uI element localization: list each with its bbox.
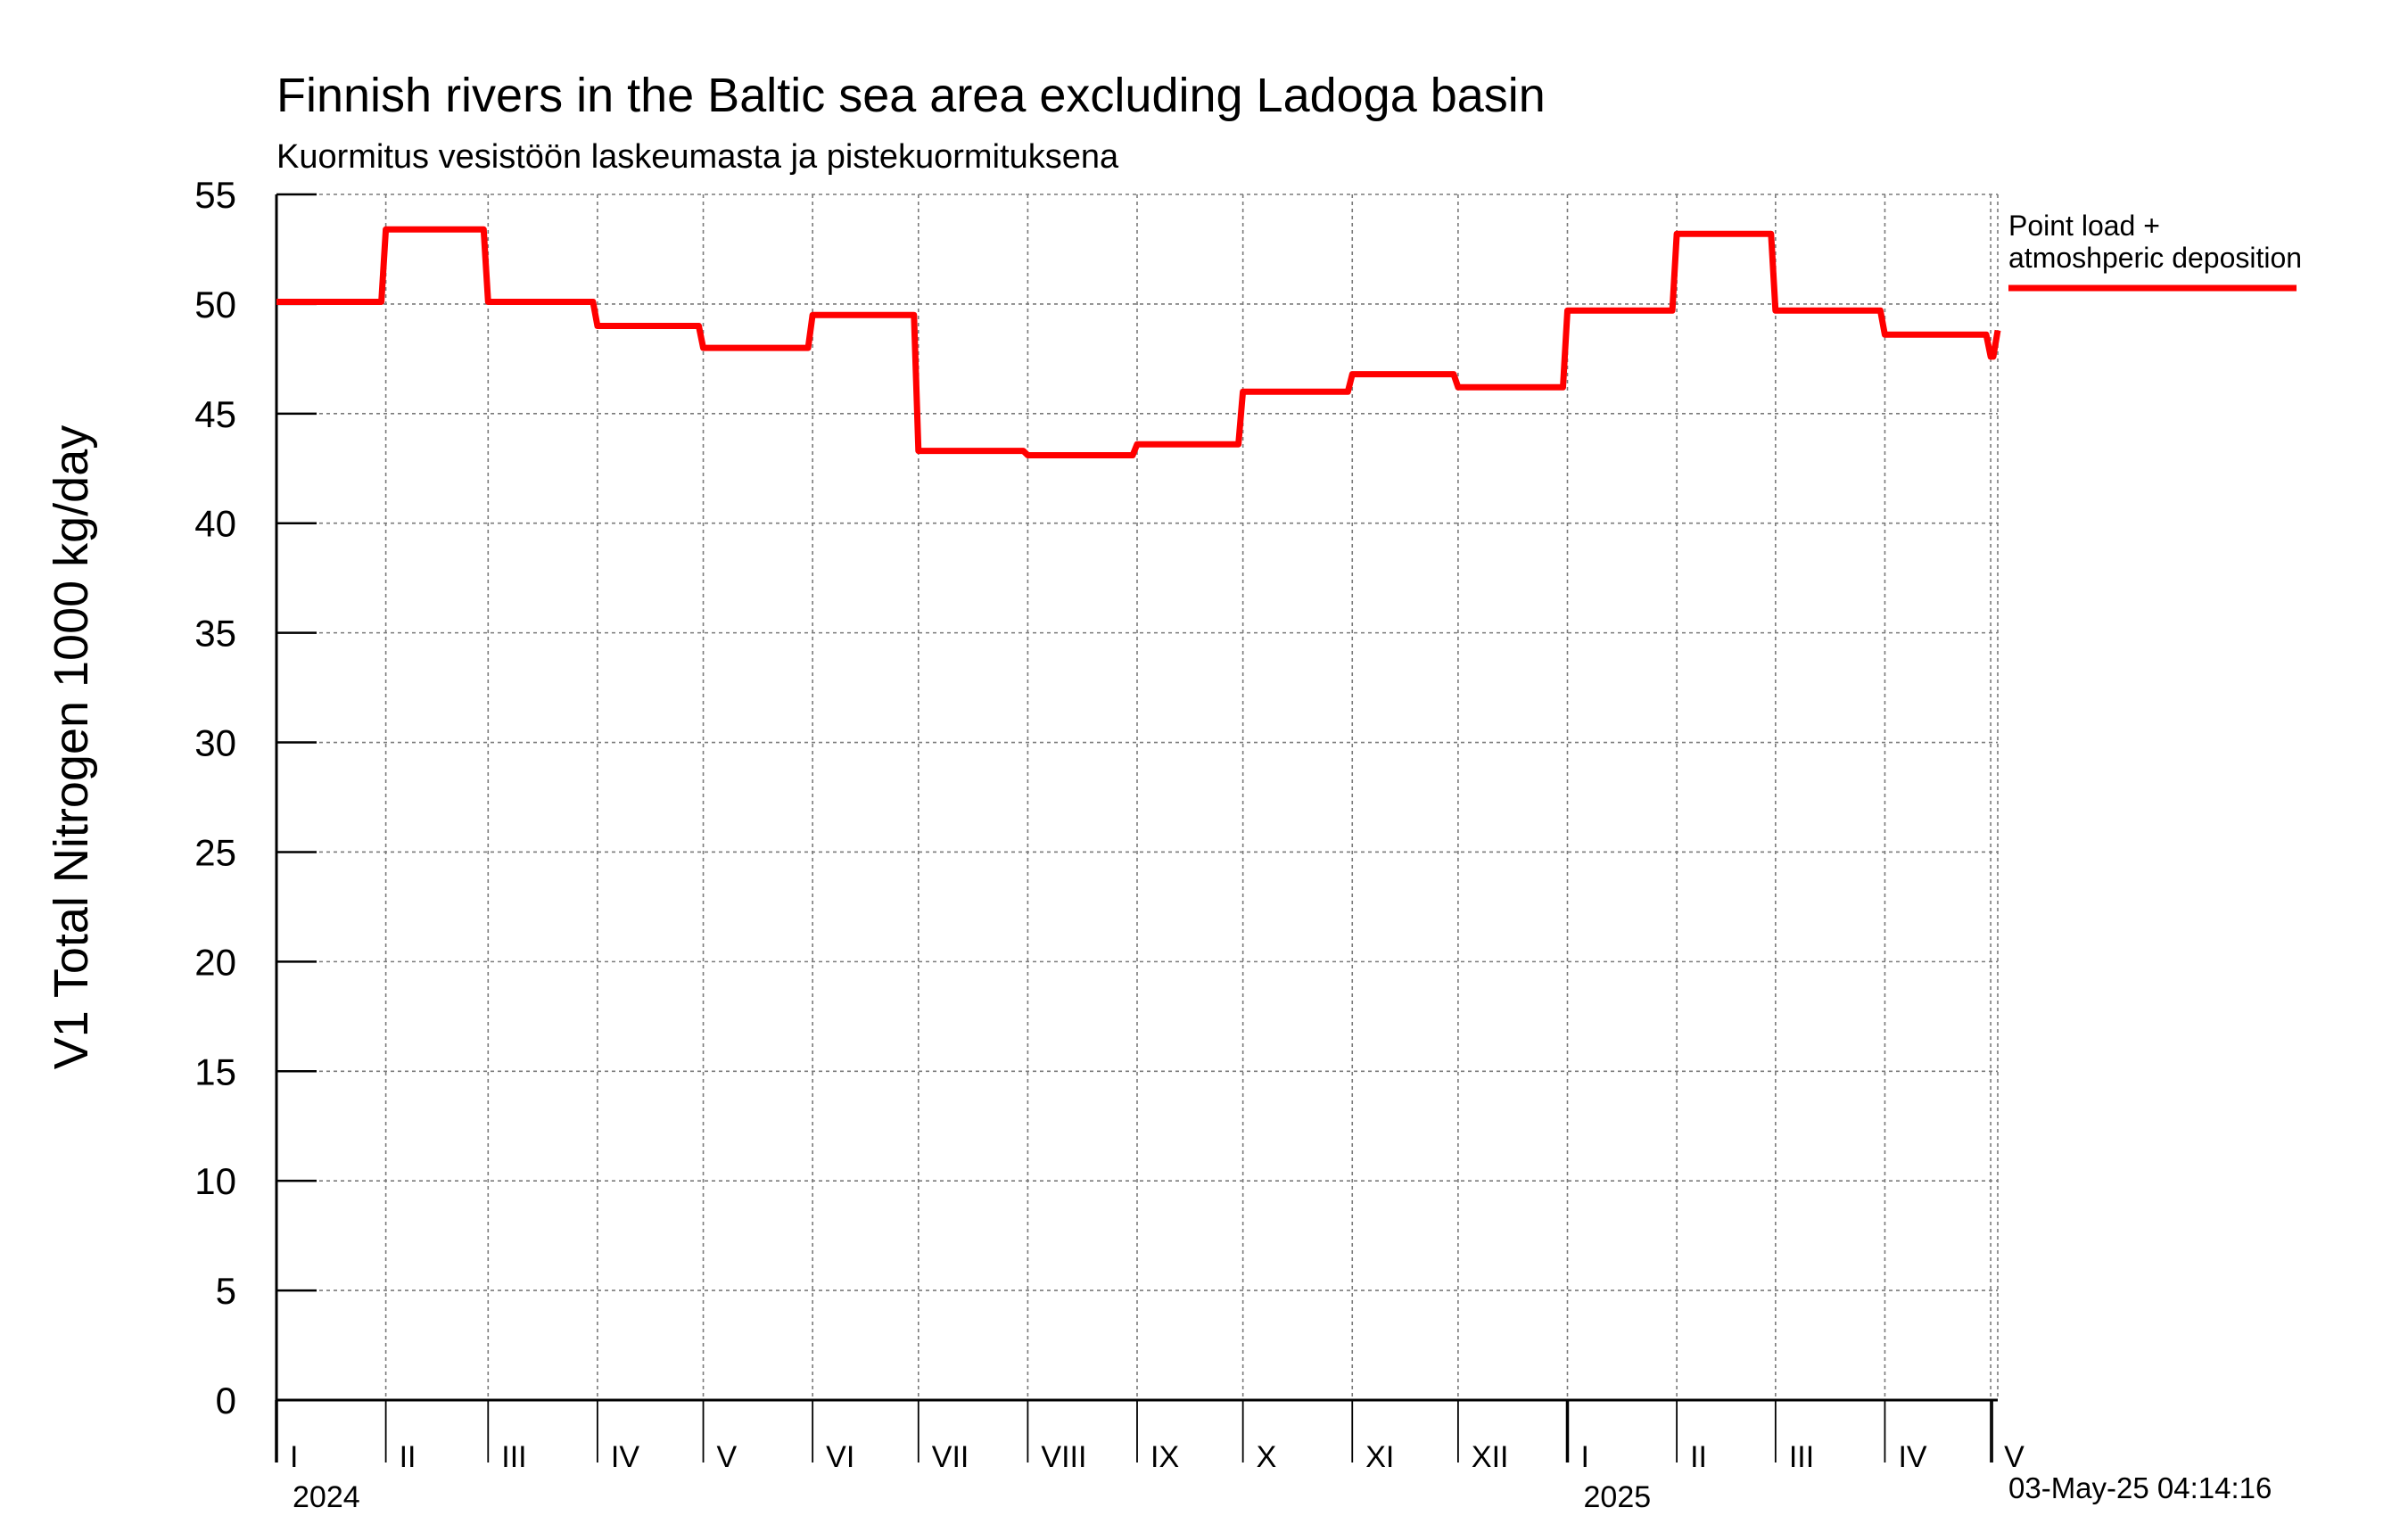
month-label: IX <box>1150 1440 1179 1474</box>
month-label: IV <box>611 1440 639 1474</box>
y-tick-label: 20 <box>194 941 236 983</box>
grid <box>276 194 1999 1400</box>
month-label: VIII <box>1041 1440 1086 1474</box>
legend-label-line2: atmoshperic deposition <box>2008 242 2302 274</box>
month-label: VII <box>932 1440 969 1474</box>
month-label: I <box>290 1440 298 1474</box>
y-tick-label: 50 <box>194 284 236 325</box>
y-ticks: 0 5 10 15 20 25 30 35 40 45 50 55 <box>194 174 317 1421</box>
series-line <box>276 226 2001 458</box>
month-label: I <box>1581 1440 1589 1474</box>
month-label: V <box>717 1440 738 1474</box>
timestamp: 03-May-25 04:14:16 <box>2008 1471 2272 1504</box>
series <box>276 226 2001 458</box>
month-label: X <box>1257 1440 1277 1474</box>
y-tick-label: 0 <box>216 1380 236 1421</box>
year-label: 2025 <box>1584 1480 1652 1514</box>
y-tick-label: 25 <box>194 831 236 873</box>
month-label: V <box>2004 1440 2025 1474</box>
y-tick-label: 40 <box>194 503 236 545</box>
y-tick-label: 35 <box>194 613 236 655</box>
chart-title: Finnish rivers in the Baltic sea area ex… <box>276 69 1546 122</box>
legend: Point load + atmoshperic deposition <box>2008 210 2302 292</box>
legend-label-line1: Point load + <box>2008 210 2160 242</box>
month-label: II <box>1690 1440 1707 1474</box>
month-label: IV <box>1898 1440 1926 1474</box>
y-tick-label: 5 <box>216 1270 236 1312</box>
y-tick-label: 15 <box>194 1050 236 1092</box>
month-label: II <box>400 1440 416 1474</box>
y-tick-label: 30 <box>194 722 236 764</box>
y-tick-label: 45 <box>194 393 236 435</box>
chart-subtitle: Kuormitus vesistöön laskeumasta ja piste… <box>276 138 1119 176</box>
month-label: XI <box>1365 1440 1394 1474</box>
month-label: XII <box>1472 1440 1509 1474</box>
month-label: III <box>1789 1440 1814 1474</box>
month-label: VI <box>826 1440 854 1474</box>
year-label: 2024 <box>293 1480 360 1514</box>
y-tick-label: 55 <box>194 174 236 216</box>
y-tick-label: 10 <box>194 1160 236 1202</box>
y-axis-label: V1 Total Nitrogen 1000 kg/day <box>45 425 98 1070</box>
month-label: III <box>501 1440 526 1474</box>
